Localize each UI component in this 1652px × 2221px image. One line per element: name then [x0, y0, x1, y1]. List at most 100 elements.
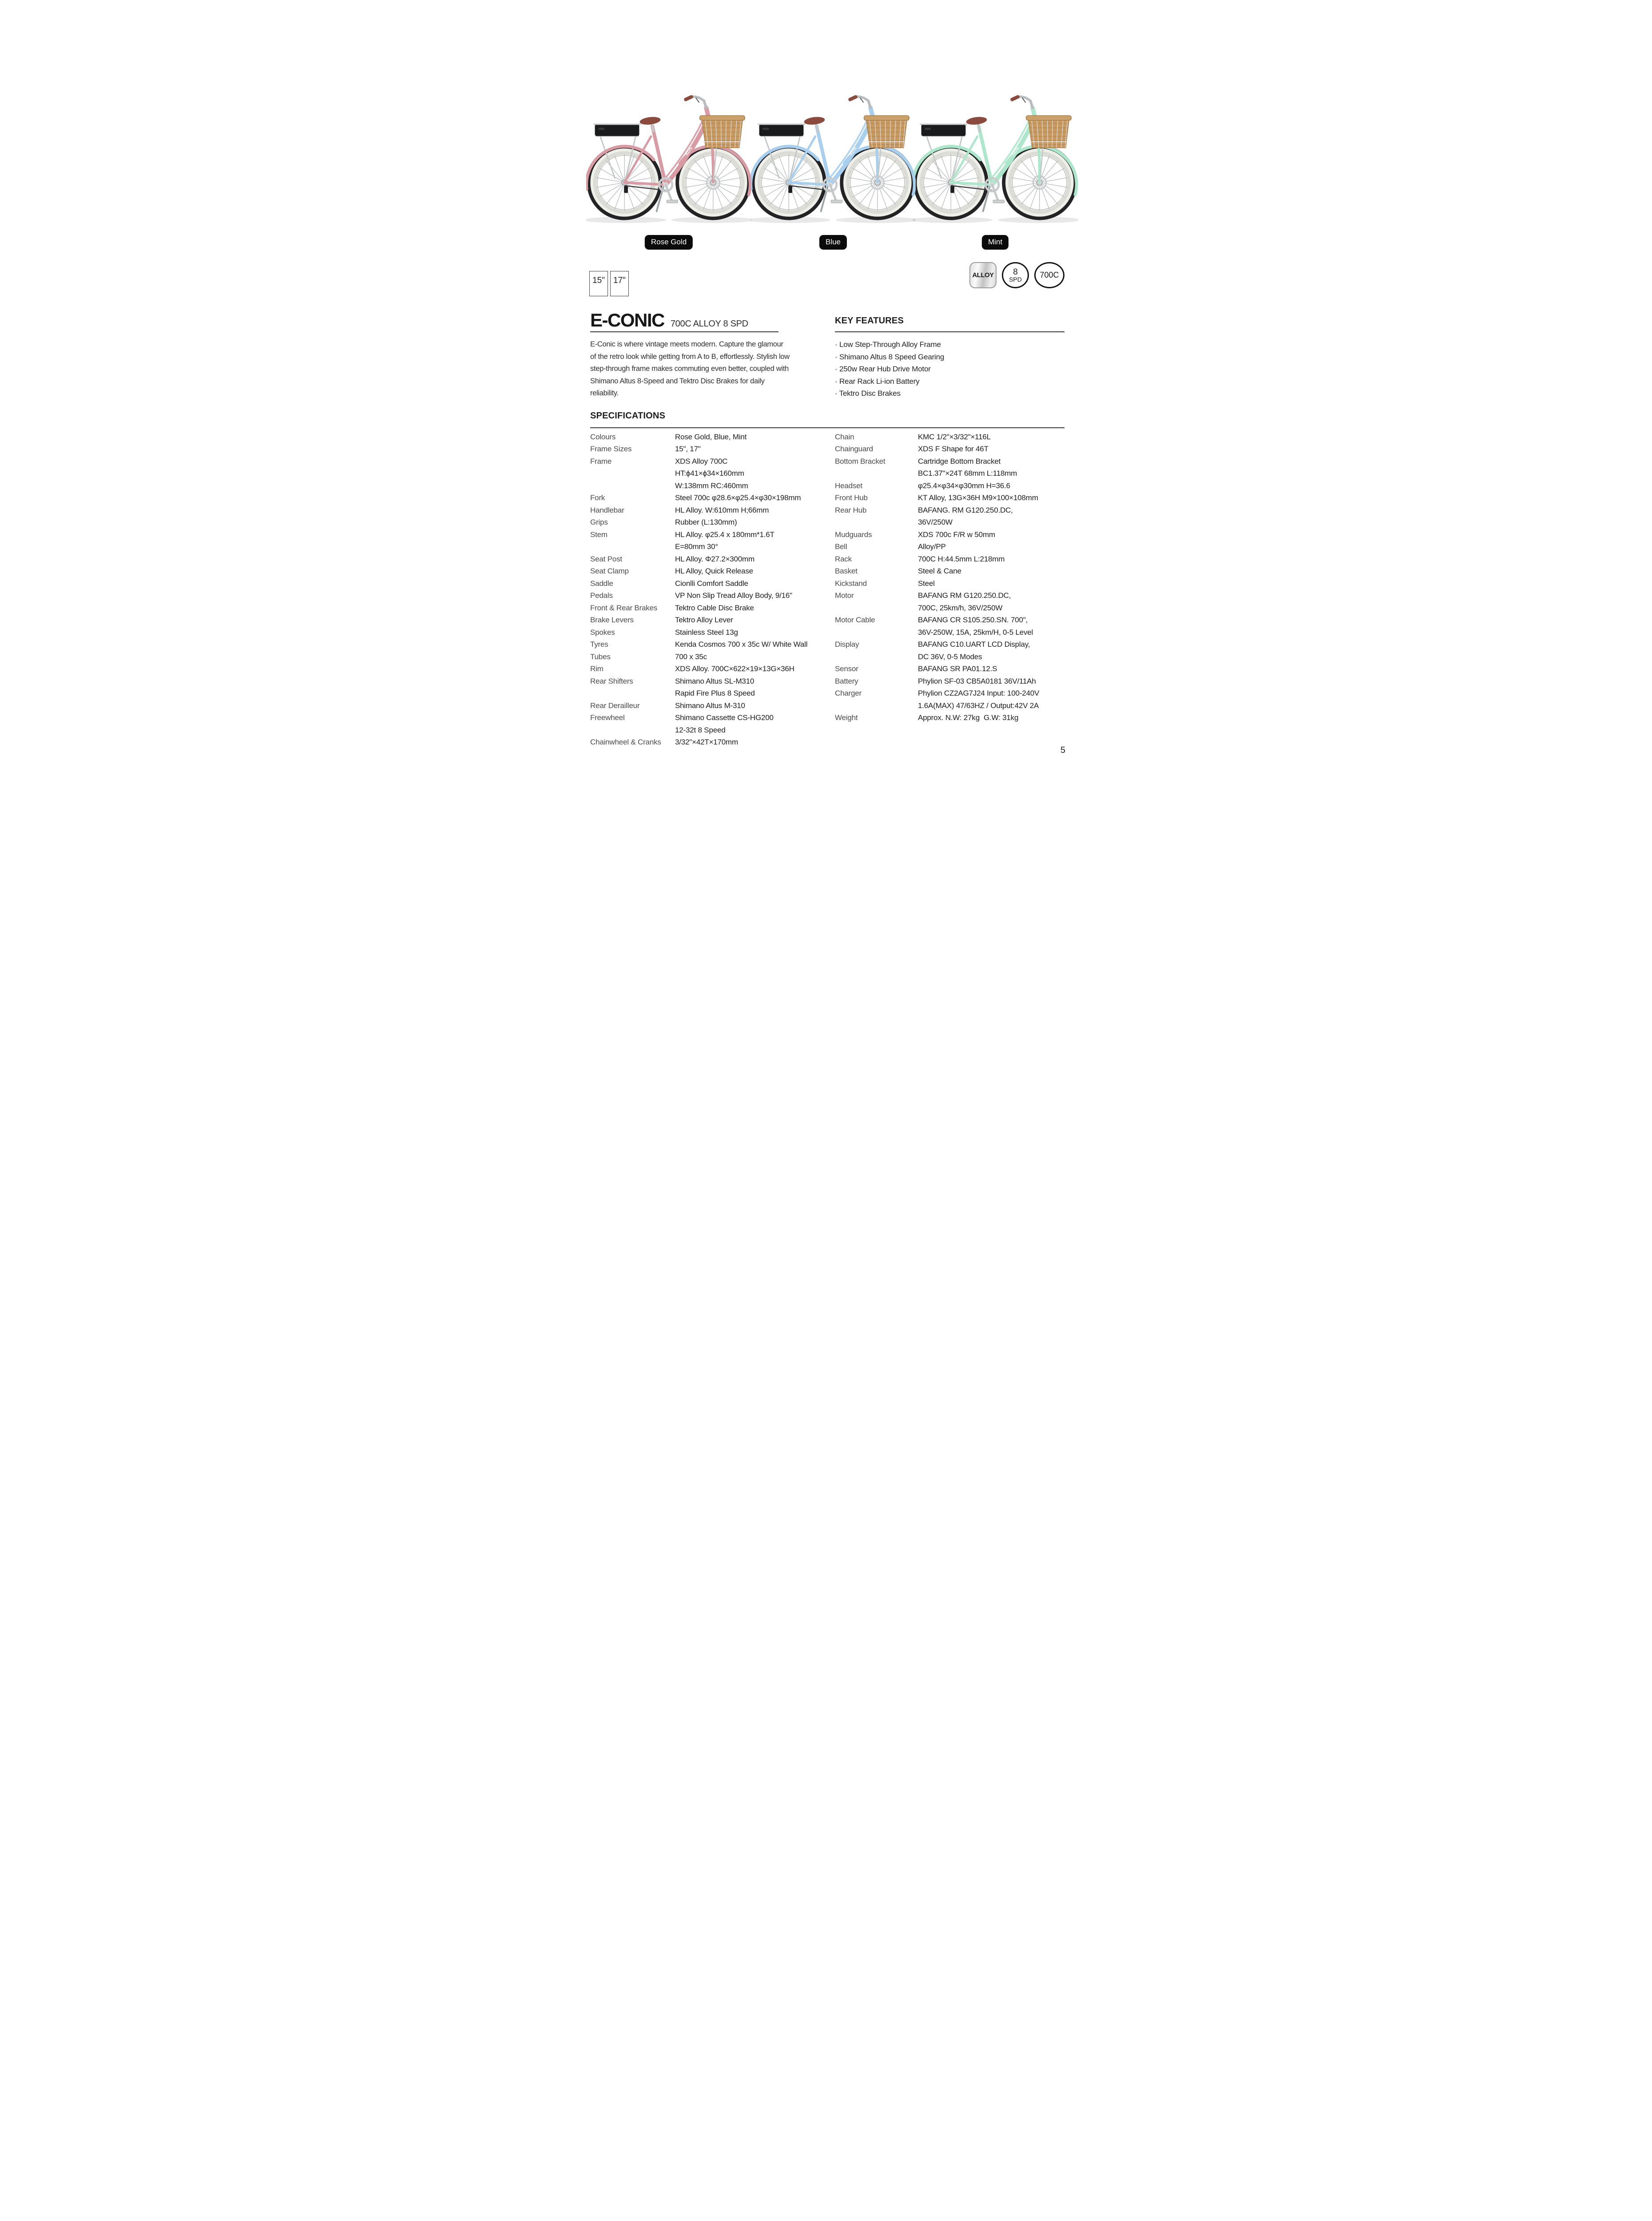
- spec-row: Chainguard XDS F Shape for 46T: [835, 443, 1066, 456]
- spec-value: Shimano Altus M-310: [675, 701, 745, 710]
- spec-value: Tektro Cable Disc Brake: [675, 603, 754, 612]
- spec-value: 36V/250W: [918, 518, 953, 527]
- spec-row: Weight Approx. N.W: 27kg G.W: 31kg: [835, 712, 1066, 724]
- title-divider: [590, 331, 778, 332]
- spec-label: Rear Shifters: [590, 677, 633, 685]
- page-title: E-CONIC: [590, 310, 665, 330]
- spec-label: Motor Cable: [835, 616, 875, 625]
- key-feature-item: · Rear Rack Li-ion Battery: [835, 377, 920, 386]
- spec-label: Rack: [835, 554, 852, 563]
- spec-value: 3/32"×42T×170mm: [675, 738, 738, 747]
- spec-value: HT:ϕ41×ϕ34×160mm: [675, 469, 744, 478]
- spec-value: 12-32t 8 Speed: [675, 725, 726, 734]
- spec-value: XDS 700c F/R w 50mm: [918, 530, 995, 539]
- spec-value: BAFANG CR S105.250.SN. 700",: [918, 616, 1028, 625]
- spec-row: Rear Derailleur Shimano Altus M-310: [590, 700, 819, 712]
- frame-size-badge: 15": [589, 271, 608, 296]
- spec-label: Frame Sizes: [590, 445, 632, 454]
- spec-value: Tektro Alloy Lever: [675, 616, 733, 625]
- spec-row: Headset φ25.4×φ34×φ30mm H=36.6: [835, 480, 1066, 492]
- spec-row: Rear Shifters Shimano Altus SL-M310: [590, 675, 819, 688]
- spec-label: Kickstand: [835, 579, 867, 588]
- spec-value: BC1.37"×24T 68mm L:118mm: [918, 469, 1017, 478]
- spec-row: Fork Steel 700c φ28.6×φ25.4×φ30×198mm: [590, 492, 819, 505]
- spec-label: Rear Hub: [835, 505, 867, 514]
- spec-row: Rear Hub BAFANG. RM G120.250.DC,: [835, 504, 1066, 517]
- spec-value: BAFANG C10.UART LCD Display,: [918, 640, 1030, 649]
- spec-value: KMC 1/2"×3/32"×116L: [918, 432, 991, 441]
- spec-value: Rapid Fire Plus 8 Speed: [675, 689, 755, 698]
- spec-label: Handlebar: [590, 505, 624, 514]
- spec-value: Approx. N.W: 27kg G.W: 31kg: [918, 713, 1019, 722]
- bike-gallery: Rose Gold Blue Mint: [551, 0, 1101, 250]
- key-feature-item: · Low Step-Through Alloy Frame: [835, 340, 941, 349]
- spec-label: Weight: [835, 713, 858, 722]
- bike-photo: Mint: [913, 76, 1078, 250]
- spec-row: Pedals VP Non Slip Tread Alloy Body, 9/1…: [590, 590, 819, 602]
- spec-value: XDS Alloy 700C: [675, 457, 728, 466]
- spec-label: Brake Levers: [590, 616, 634, 625]
- spec-label: Chain: [835, 432, 854, 441]
- wheel-size-badge: 700C: [1034, 262, 1064, 288]
- spec-label: Mudguards: [835, 530, 872, 539]
- spec-row: 36V-250W, 15A, 25km/H, 0-5 Level: [835, 626, 1066, 639]
- spec-row: Handlebar HL Alloy. W:610mm H;66mm: [590, 504, 819, 517]
- spec-label: Basket: [835, 567, 858, 576]
- spec-value: Shimano Altus SL-M310: [675, 677, 755, 685]
- speed-number: 8: [1013, 267, 1018, 277]
- spec-label: Sensor: [835, 665, 858, 673]
- spec-label: Seat Post: [590, 554, 622, 563]
- spec-row: W:138mm RC:460mm: [590, 480, 819, 492]
- bike-photo: Rose Gold: [586, 76, 751, 250]
- spec-row: Stem HL Alloy. φ25.4 x 180mm*1.6T: [590, 529, 819, 541]
- spec-row: Sensor BAFANG SR PA01.12.S: [835, 663, 1066, 676]
- spec-label: Pedals: [590, 591, 613, 600]
- spec-label: Rim: [590, 665, 604, 673]
- alloy-badge: ALLOY: [969, 262, 997, 288]
- spec-value: 1.6A(MAX) 47/63HZ / Output:42V 2A: [918, 701, 1039, 710]
- spec-value: 700 x 35c: [675, 652, 707, 661]
- speed-label: SPD: [1009, 275, 1022, 283]
- key-features-divider: [835, 331, 1064, 332]
- spec-value: 36V-250W, 15A, 25km/H, 0-5 Level: [918, 628, 1033, 637]
- spec-row: Display BAFANG C10.UART LCD Display,: [835, 639, 1066, 651]
- spec-row: Battery Phylion SF-03 CB5A0181 36V/11Ah: [835, 675, 1066, 688]
- spec-label: Bottom Bracket: [835, 457, 886, 466]
- bike-illustration: [913, 76, 1078, 224]
- spec-row: Freewheel Shimano Cassette CS-HG200: [590, 712, 819, 724]
- spec-label: Fork: [590, 494, 605, 502]
- spec-value: E=80mm 30°: [675, 542, 718, 551]
- spec-value: HL Alloy. φ25.4 x 180mm*1.6T: [675, 530, 774, 539]
- spec-value: φ25.4×φ34×φ30mm H=36.6: [918, 481, 1010, 490]
- spec-label: Spokes: [590, 628, 615, 637]
- spec-value: VP Non Slip Tread Alloy Body, 9/16": [675, 591, 792, 600]
- spec-value: W:138mm RC:460mm: [675, 481, 748, 490]
- spec-value: 700C, 25km/h, 36V/250W: [918, 603, 1003, 612]
- spec-label: Front Hub: [835, 494, 868, 502]
- spec-label: Display: [835, 640, 859, 649]
- spec-table-left: Colours Rose Gold, Blue, Mint Frame Size…: [590, 431, 819, 748]
- spec-row: Bell Alloy/PP: [835, 541, 1066, 553]
- product-description: E-Conic is where vintage meets modern. C…: [590, 340, 790, 397]
- spec-badges: ALLOY 8 SPD 700C: [969, 262, 1064, 288]
- spec-row: Chainwheel & Cranks 3/32"×42T×170mm: [590, 736, 819, 749]
- spec-row: Brake Levers Tektro Alloy Lever: [590, 614, 819, 627]
- spec-label: Tyres: [590, 640, 608, 649]
- spec-value: Phylion CZ2AG7J24 Input: 100-240V: [918, 689, 1040, 698]
- spec-value: HL Alloy. W:610mm H;66mm: [675, 505, 769, 514]
- spec-row: Frame Sizes 15", 17": [590, 443, 819, 456]
- spec-value: HL Alloy, Quick Release: [675, 567, 753, 576]
- spec-row: Frame XDS Alloy 700C: [590, 455, 819, 468]
- spec-sheet-page: Rose Gold Blue Mint 15" 17" ALLOY 8 SPD …: [551, 0, 1101, 779]
- spec-label: Frame: [590, 457, 612, 466]
- spec-row: 12-32t 8 Speed: [590, 724, 819, 736]
- spec-row: Grips Rubber (L:130mm): [590, 517, 819, 529]
- spec-value: 15", 17": [675, 445, 701, 454]
- page-subtitle: 700C ALLOY 8 SPD: [670, 319, 748, 329]
- spec-label: Seat Clamp: [590, 567, 629, 576]
- spec-row: Tyres Kenda Cosmos 700 x 35c W/ White Wa…: [590, 639, 819, 651]
- spec-label: Stem: [590, 530, 608, 539]
- spec-value: XDS Alloy. 700C×622×19×13G×36H: [675, 665, 794, 673]
- spec-value: Rubber (L:130mm): [675, 518, 737, 527]
- spec-row: Front Hub KT Alloy, 13G×36H M9×100×108mm: [835, 492, 1066, 505]
